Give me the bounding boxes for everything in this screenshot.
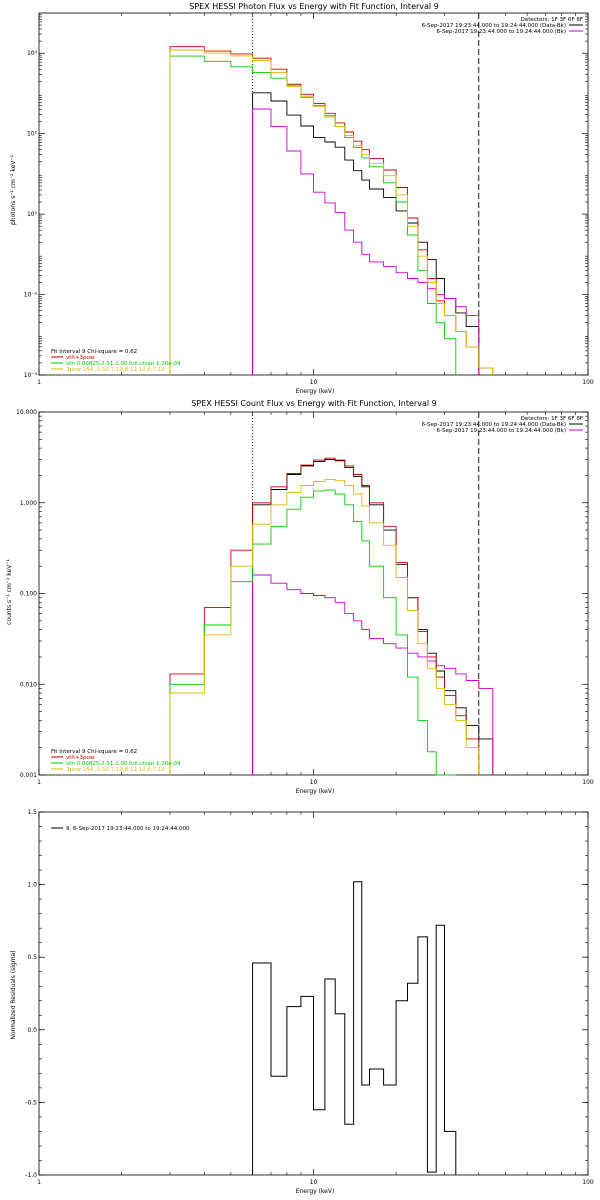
x-tick-label: 10 [310,379,318,386]
photon-flux-title: SPEX HESSI Photon Flux vs Energy with Fi… [189,2,439,11]
photon-flux-ylabel: photons s⁻¹ cm⁻² keV⁻¹ [10,154,17,225]
series-3pow [169,49,494,375]
series-bk [252,108,480,375]
series-data-bk [252,459,494,775]
legend-entry: Fit Interval 9 Chi-square = 0.62 [51,349,137,355]
plot-frame [38,12,589,376]
y-tick-label: 10⁴ [27,50,38,57]
y-tick-label: 10⁰ [27,211,38,218]
y-tick-label: 0.010 [20,681,37,688]
y-tick-label: 1.0 [27,882,37,889]
residuals-ylabel: Normalized Residuals (sigma) [10,950,17,1039]
series-bk [252,574,494,775]
legend-entry: vth 0.00825,2.51,1.00 full chian 1.26e-0… [66,361,181,367]
residuals-panel: Energy (keV) Normalized Residuals (sigma… [10,809,594,1195]
y-tick-label: 0.001 [20,772,37,779]
y-tick-label: 0.5 [27,954,37,961]
x-tick-label: 100 [582,379,594,386]
photon-flux-panel: SPEX HESSI Photon Flux vs Energy with Fi… [10,2,594,395]
x-tick-label: 1 [37,379,41,386]
count-flux-panel: SPEX HESSI Count Flux vs Energy with Fit… [6,399,594,795]
series-vth [169,55,457,375]
y-tick-label: 10⁻² [24,292,38,299]
legend-entry: 9. 6-Sep-2017 19:23:44.000 to 19:24:44.0… [66,826,190,832]
legend-entry: 6-Sep-2017 19:23:44.000 to 19:24:44.000 … [437,29,567,35]
legend-entry: Fit Interval 9 Chi-square = 0.62 [51,749,137,755]
x-tick-label: 1 [37,1179,41,1186]
series-3pow [169,479,480,775]
legend-entry: vth+3pow [66,355,95,361]
series-vth-3pow [169,457,480,775]
legend-entry: 6-Sep-2017 19:23:44.000 to 19:24:44.000 … [437,428,567,434]
legend-entry: Detectors: 1F 3F 6F 8F [521,17,583,23]
y-tick-label: 1.000 [20,500,37,507]
y-tick-label: 10.000 [16,409,37,416]
series-9-6-sep-2017-19-23-44-00 [252,881,457,1175]
legend-entry: vth+3pow [66,755,95,761]
y-tick-label: 0.100 [20,591,37,598]
count-flux-title: SPEX HESSI Count Flux vs Energy with Fit… [191,399,436,408]
photon-flux-xlabel: Energy (keV) [296,388,335,395]
series-data-bk [252,92,480,375]
x-tick-label: 1 [37,779,41,786]
legend-entry: 3pow 264.,1.50,7.19,8.12,10.6,7.10 [66,767,165,773]
legend-entry: Detectors: 1F 3F 6F 8F [521,416,583,422]
residuals-xlabel: Energy (keV) [296,1188,335,1195]
legend-entry: 6-Sep-2017 19:23:44.000 to 19:24:44.000 … [422,23,566,29]
y-tick-label: 0.0 [27,1027,37,1034]
x-tick-label: 100 [582,1179,594,1186]
y-tick-label: 10² [27,131,38,138]
x-tick-label: 10 [310,779,318,786]
x-tick-label: 10 [310,1179,318,1186]
count-flux-xlabel: Energy (keV) [296,788,335,795]
series-vth [169,489,456,776]
y-tick-label: -1.0 [25,1172,37,1179]
x-tick-label: 100 [582,779,594,786]
plot-frame [38,811,589,1176]
y-tick-label: 1.5 [27,809,37,816]
legend-entry: 3pow 264.,1.50,7.19,8.12,10.6,7.10 [66,367,165,373]
y-tick-label: 10⁻⁴ [24,372,38,379]
legend-entry: 6-Sep-2017 19:23:44.000 to 19:24:44.000 … [422,422,566,428]
count-flux-ylabel: counts s⁻¹ cm⁻² keV⁻¹ [6,559,13,625]
legend-entry: vth 0.00825,2.51,1.00 full chian 1.26e-0… [66,761,181,767]
y-tick-label: -0.5 [25,1099,37,1106]
